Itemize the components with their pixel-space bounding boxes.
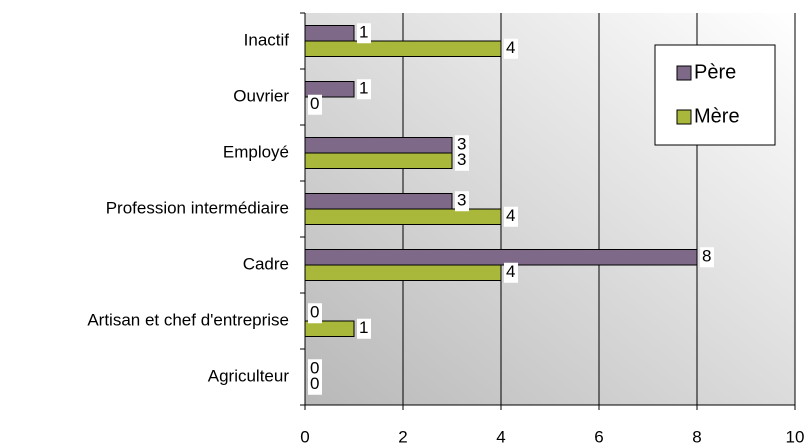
data-label: 1 <box>359 23 368 42</box>
y-tick-label: Agriculteur <box>208 366 290 385</box>
data-label: 8 <box>702 247 711 266</box>
bar <box>304 137 453 154</box>
data-label: 1 <box>359 318 368 337</box>
legend-label: Mère <box>694 105 740 127</box>
legend-swatch <box>676 109 692 125</box>
data-label: 3 <box>457 191 466 210</box>
x-tick-label: 0 <box>300 427 309 446</box>
data-label-bg <box>308 94 322 115</box>
data-label: 3 <box>457 150 466 169</box>
data-label-bg <box>455 191 469 212</box>
x-tick-label: 10 <box>786 427 805 446</box>
data-label-bg <box>455 150 469 171</box>
data-label-bg <box>357 79 371 100</box>
bar <box>304 25 355 42</box>
bar <box>304 208 502 225</box>
data-label-bg <box>357 318 371 339</box>
data-label: 3 <box>457 135 466 154</box>
data-label-bg <box>504 38 518 59</box>
bar <box>304 264 502 281</box>
data-label: 1 <box>359 79 368 98</box>
data-label: 0 <box>310 359 319 378</box>
data-label: 0 <box>310 94 319 113</box>
data-label-bg <box>504 206 518 227</box>
data-label-bg <box>308 359 322 380</box>
x-tick-label: 4 <box>496 427 505 446</box>
bar <box>304 249 698 266</box>
legend-swatch <box>676 65 692 81</box>
y-tick-label: Cadre <box>243 254 289 273</box>
y-tick-label: Profession intermédiaire <box>106 198 289 217</box>
data-label-bg <box>504 262 518 283</box>
data-label-bg <box>357 23 371 44</box>
data-label-bg <box>308 303 322 324</box>
data-label: 4 <box>506 206 515 225</box>
data-label: 4 <box>506 262 515 281</box>
data-label: 0 <box>310 374 319 393</box>
bar <box>304 320 355 337</box>
x-tick-label: 2 <box>398 427 407 446</box>
bar <box>304 81 355 98</box>
legend-label: Père <box>694 61 736 83</box>
bar <box>304 40 502 57</box>
y-tick-label: Employé <box>223 142 289 161</box>
data-label-bg <box>700 247 714 268</box>
data-label: 4 <box>506 38 515 57</box>
bar <box>304 152 453 169</box>
y-tick-label: Artisan et chef d'entreprise <box>87 310 289 329</box>
x-tick-label: 6 <box>594 427 603 446</box>
data-label-bg <box>455 135 469 156</box>
y-tick-label: Ouvrier <box>233 86 289 105</box>
data-label: 0 <box>310 303 319 322</box>
x-tick-label: 8 <box>692 427 701 446</box>
data-label-bg <box>308 374 322 395</box>
bar <box>304 193 453 210</box>
y-tick-label: Inactif <box>244 30 290 49</box>
legend <box>654 44 776 146</box>
